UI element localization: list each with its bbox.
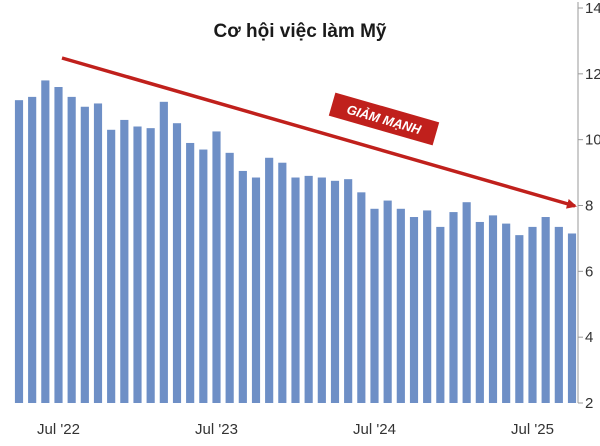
x-tick-label: Jul '25	[511, 421, 554, 438]
bar	[409, 217, 419, 403]
bar	[383, 200, 392, 403]
y-tick-label: 14	[585, 0, 600, 17]
bar	[357, 192, 366, 403]
bar	[475, 221, 484, 403]
bar	[172, 123, 182, 404]
x-tick-label: Jul '23	[195, 421, 238, 438]
bar	[14, 100, 24, 404]
bar	[304, 175, 313, 403]
bar	[80, 106, 89, 403]
bar	[554, 226, 563, 403]
bar	[225, 152, 234, 403]
bar	[133, 126, 142, 403]
x-tick-label: Jul '22	[37, 421, 80, 438]
bar	[278, 162, 287, 403]
bar	[449, 212, 458, 403]
bar	[317, 177, 326, 403]
bar	[502, 223, 511, 403]
bar	[146, 128, 155, 403]
bar	[212, 131, 221, 403]
y-tick-label: 12	[585, 66, 600, 83]
y-tick-label: 2	[585, 395, 593, 412]
y-tick-label: 8	[585, 198, 593, 215]
bar	[67, 96, 76, 404]
bar	[93, 103, 103, 404]
bar	[423, 210, 432, 403]
bar	[107, 129, 116, 404]
y-tick-label: 6	[585, 263, 593, 280]
y-tick-label: 4	[585, 329, 593, 346]
bar	[238, 170, 247, 403]
bar	[462, 202, 471, 403]
bar	[330, 180, 340, 403]
bar	[159, 101, 168, 403]
bar	[396, 208, 405, 403]
bar	[370, 208, 379, 403]
bar	[488, 215, 498, 404]
bar	[515, 235, 524, 404]
bar	[265, 157, 274, 403]
bar	[567, 233, 577, 403]
chart-title: Cơ hội việc làm Mỹ	[214, 21, 387, 42]
y-tick-label: 10	[585, 132, 600, 149]
trend-arrow	[61, 56, 577, 209]
x-tick-label: Jul '24	[353, 421, 396, 438]
bar	[541, 217, 550, 403]
bar	[436, 226, 445, 403]
bar	[186, 142, 195, 403]
bar	[344, 179, 353, 403]
bar	[54, 87, 63, 403]
annotation-badge-box	[328, 92, 440, 146]
bar	[41, 80, 50, 404]
bar	[199, 149, 208, 403]
bar	[291, 177, 300, 403]
bar	[28, 96, 37, 404]
bar	[251, 177, 261, 403]
bar	[120, 119, 129, 404]
bar	[528, 226, 537, 403]
